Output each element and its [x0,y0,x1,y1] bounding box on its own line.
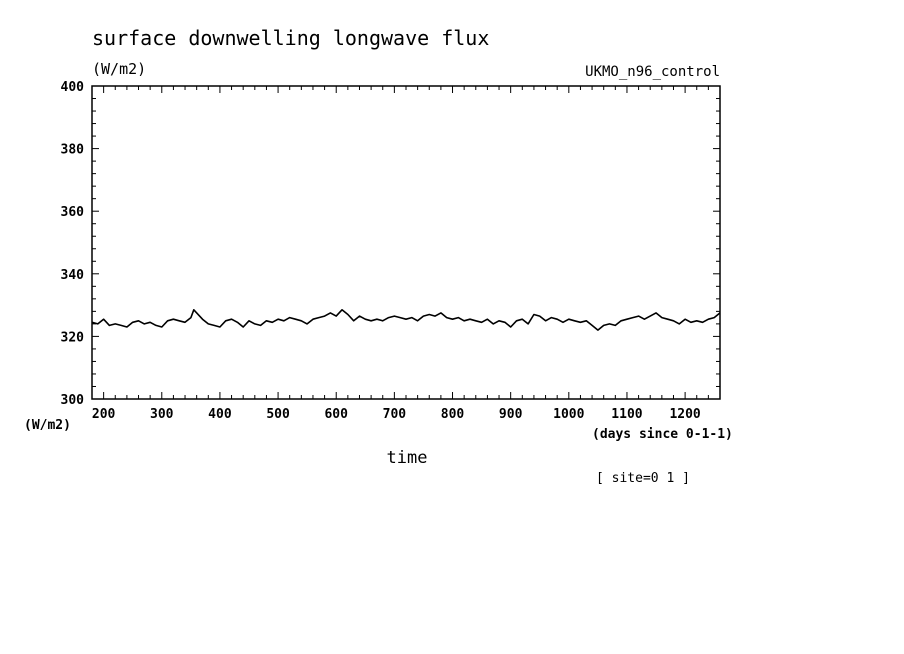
dataset-label: UKMO_n96_control [585,64,720,80]
units-label: (W/m2) [92,60,146,78]
y-tick-label: 360 [61,205,85,220]
chart-title: surface downwelling longwave flux [92,26,489,50]
y-axis-label: (W/m2) [24,418,71,433]
x-tick-label: 500 [266,407,290,422]
y-tick-label: 380 [61,143,85,158]
x-tick-label: 200 [92,407,116,422]
x-tick-labels: 200 300 400 500 600 700 800 900 1000 1100 1200 [92,407,701,422]
flux-series-line [91,309,721,331]
x-axis-units: (days since 0-1-1) [592,427,733,442]
tick-marks [91,85,721,400]
site-footnote: [ site=0 1 ] [596,471,690,486]
x-tick-label: 300 [150,407,174,422]
y-tick-labels: 300 320 340 360 380 400 [61,80,85,408]
y-tick-label: 300 [61,393,85,408]
x-tick-label: 600 [324,407,348,422]
y-tick-label: 320 [61,330,85,345]
y-tick-label: 400 [61,80,85,95]
y-tick-label: 340 [61,268,85,283]
x-tick-label: 1000 [553,407,584,422]
x-tick-label: 400 [208,407,232,422]
x-tick-label: 700 [383,407,407,422]
x-tick-label: 1100 [611,407,642,422]
x-tick-label: 1200 [669,407,700,422]
x-tick-label: 800 [441,407,465,422]
plot-frame [91,85,721,400]
x-axis-label: time [387,448,428,468]
x-tick-label: 900 [499,407,523,422]
